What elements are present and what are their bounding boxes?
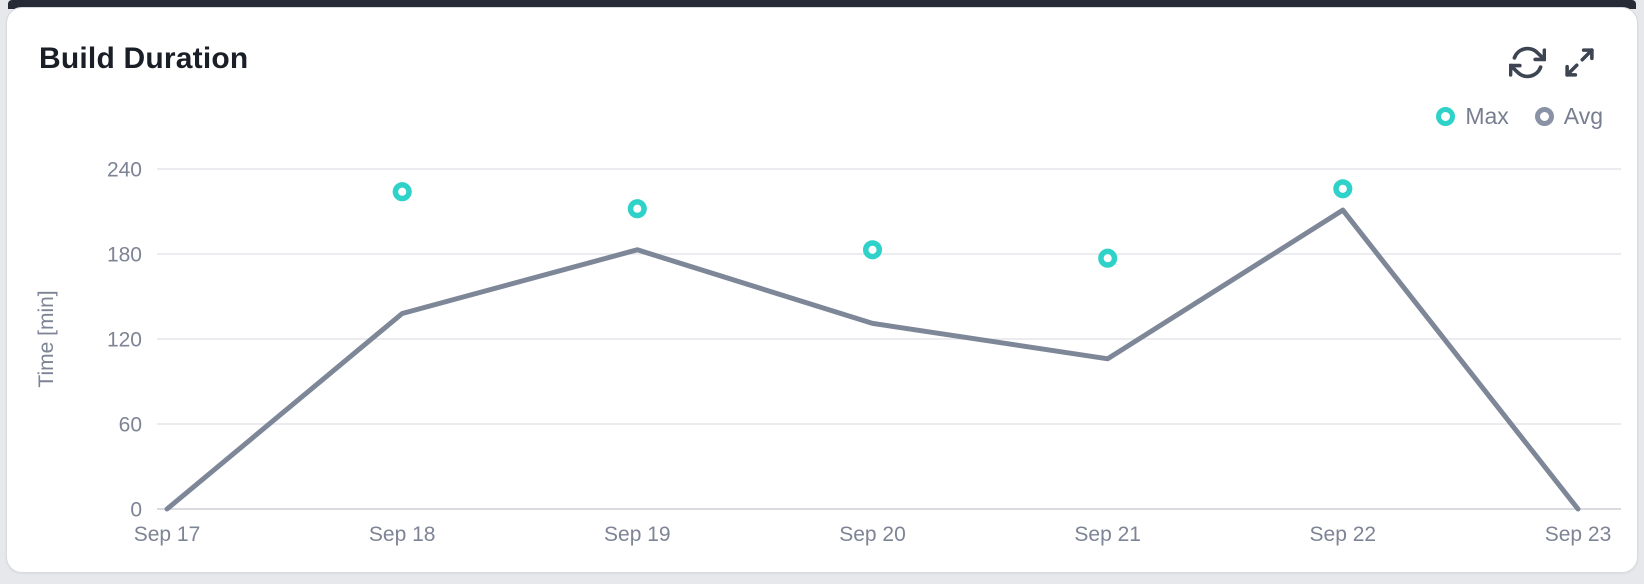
chart-legend: Max Avg [1436,103,1603,130]
refresh-icon [1509,46,1546,79]
avg-series-marker-icon [1534,107,1554,126]
max-point[interactable] [1098,248,1118,268]
legend-item-avg[interactable]: Avg [1534,103,1603,130]
y-axis-title: Time [min] [35,290,58,387]
max-point[interactable] [627,199,647,219]
avg-line [164,207,1581,512]
max-series-marker-icon [1436,107,1456,126]
x-tick-label: Sep 22 [1310,523,1377,546]
y-tick-label: 240 [107,159,142,182]
y-tick-label: 60 [119,414,142,437]
x-tick-label: Sep 21 [1074,523,1141,546]
y-tick-label: 0 [130,499,142,522]
build-duration-chart: Time [min] 0 60 120 180 240 Sep 17 Sep 18 Sep 1… [35,159,1621,546]
build-duration-card: Build Duration Max Avg [6,7,1638,573]
legend-item-max[interactable]: Max [1436,103,1509,130]
card-toolbar [1509,44,1596,81]
page-title: Build Duration [39,42,249,75]
x-tick-label: Sep 17 [134,523,201,546]
max-point[interactable] [392,182,412,202]
legend-label-max: Max [1465,103,1509,129]
refresh-button[interactable] [1509,44,1546,81]
x-tick-label: Sep 18 [369,523,436,546]
x-tick-label: Sep 19 [604,523,671,546]
expand-button[interactable] [1563,46,1596,79]
x-tick-label: Sep 23 [1545,523,1612,546]
y-tick-label: 120 [107,329,142,352]
legend-label-avg: Avg [1563,103,1603,129]
expand-icon [1565,48,1594,77]
y-tick-label: 180 [107,244,142,267]
max-point[interactable] [862,240,883,260]
max-point[interactable] [1333,179,1353,199]
top-edge-bar [8,0,1636,9]
x-tick-label: Sep 20 [839,523,906,546]
